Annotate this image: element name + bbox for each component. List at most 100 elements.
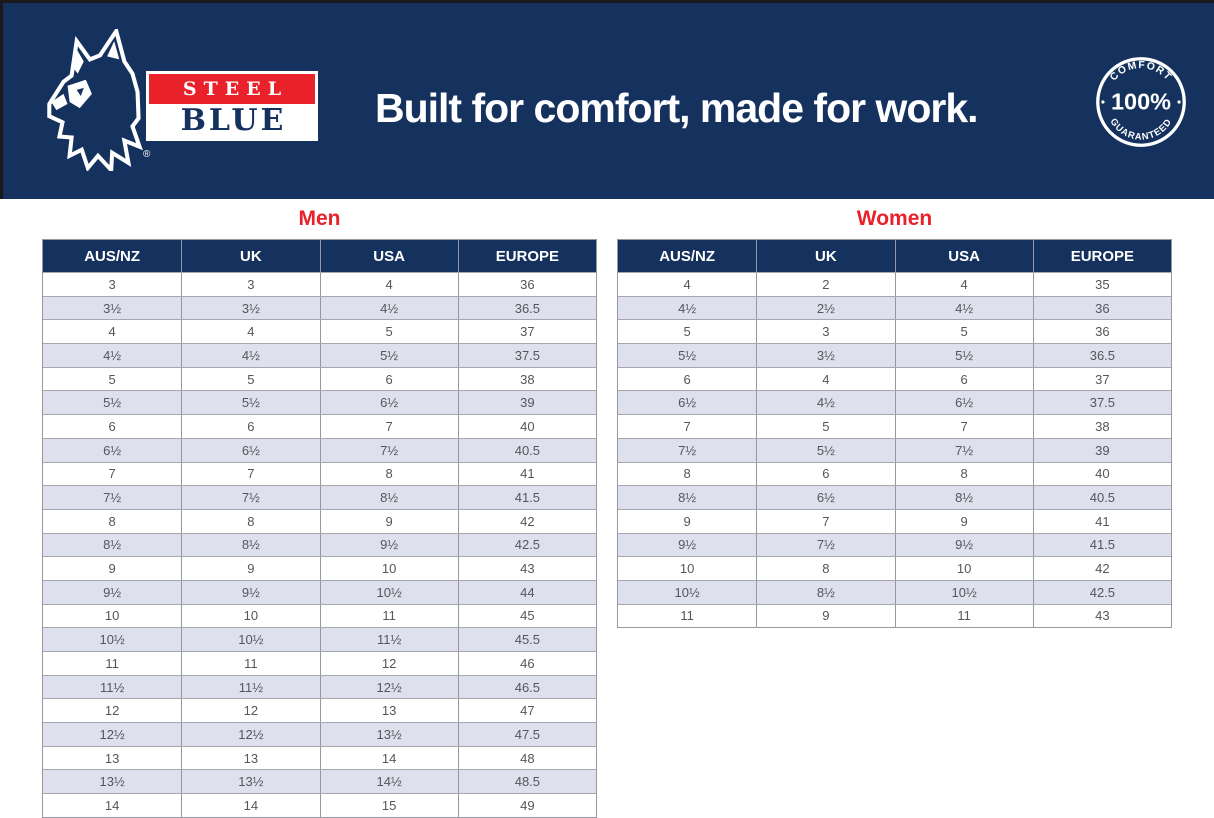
size-cell: 3½ [103,300,122,316]
size-cell: 9½ [894,533,1033,557]
table-row: 5 3 5 36 [618,319,1171,344]
size-cell: 11½ [99,679,125,695]
size-cell: 9½ [181,580,319,604]
men-size-table: AUS/NZ UK USA EUROPE 3 3 4 36 3½ 3½ 4½ 36.5 4 4 5 37 4½ 4… [42,239,597,818]
size-cell: 8 [683,466,691,482]
size-cell: 10½ [319,580,458,604]
size-cell: 6 [894,367,1033,391]
size-cell: 12 [181,699,319,723]
size-cell: 10½ [99,632,125,648]
size-cell: 41.5 [457,486,596,509]
size-cell: 6 [756,462,894,486]
size-cell: 4½ [181,344,319,367]
table-row: 12½ 12½ 13½ 47.5 [43,722,596,746]
size-cell: 35 [1032,273,1171,296]
table-row: 4½ 4½ 5½ 37.5 [43,343,596,367]
size-cell: 7 [756,509,894,533]
size-cell: 5½ [181,391,319,415]
size-cell: 13 [104,750,120,766]
size-cell: 10 [319,557,458,580]
table-row: 4 4 5 37 [43,319,596,344]
size-cell: 12 [104,703,120,719]
table-row: 5½ 5½ 6½ 39 [43,390,596,415]
logo-wordmark: STEEL BLUE [146,71,318,141]
size-cell: 6 [108,418,116,434]
size-cell: 8½ [103,537,122,553]
column-header: EUROPE [457,240,596,272]
table-row: 6 6 7 40 [43,414,596,438]
size-cell: 8½ [894,486,1033,509]
size-cell: 3 [756,320,894,344]
table-row: 9½ 9½ 10½ 44 [43,579,596,604]
table-row: 4 2 4 35 [618,272,1171,296]
size-cell: 4 [894,273,1033,296]
table-row: 10½ 8½ 10½ 42.5 [618,579,1171,604]
size-cell: 11 [680,608,694,624]
size-cell: 46.5 [457,675,596,699]
table-row: 6½ 6½ 7½ 40.5 [43,437,596,462]
women-table-title: Women [856,207,933,230]
size-cell: 11 [319,604,458,628]
size-cell: 4 [319,273,458,296]
size-cell: 44 [457,580,596,604]
table-row: 5½ 3½ 5½ 36.5 [618,343,1171,367]
size-cell: 5½ [319,344,458,367]
tagline: Built for comfort, made for work. [375,85,979,131]
column-header: AUS/NZ [84,247,141,265]
column-header: UK [756,240,894,272]
size-cell: 9½ [319,533,458,557]
size-cell: 8 [108,513,116,529]
size-cell: 11 [894,604,1033,628]
size-cell: 43 [1032,604,1171,628]
size-cell: 47 [457,699,596,723]
size-cell: 9½ [678,537,697,553]
size-cell: 39 [457,391,596,415]
size-cell: 47.5 [457,723,596,746]
registered-trademark-symbol: ® [143,149,151,160]
header-banner: STEEL BLUE ® Built for comfort, made for… [0,0,1214,199]
table-header-row: AUS/NZ UK USA EUROPE [43,240,596,272]
size-cell: 8 [181,509,319,533]
size-cell: 8 [756,557,894,580]
table-header-row: AUS/NZ UK USA EUROPE [618,240,1171,272]
size-cell: 40 [457,415,596,438]
size-cell: 14 [104,797,120,813]
size-cell: 7 [108,466,116,482]
size-cell: 5 [108,371,116,387]
size-cell: 4½ [894,296,1033,320]
size-cell: 14 [319,746,458,770]
size-cell: 14½ [319,770,458,794]
column-header: USA [319,240,458,272]
column-header: EUROPE [1032,240,1171,272]
size-cell: 41 [457,462,596,486]
size-cell: 5½ [103,395,122,411]
size-cell: 12 [319,652,458,675]
size-cell: 9 [108,561,116,577]
size-cell: 9½ [103,584,122,600]
size-cell: 10 [181,604,319,628]
size-cell: 6½ [894,391,1033,415]
table-row: 4½ 2½ 4½ 36 [618,295,1171,320]
size-cell: 36 [457,273,596,296]
size-cell: 7 [894,415,1033,438]
table-row: 6 4 6 37 [618,366,1171,391]
table-row: 11½ 11½ 12½ 46.5 [43,674,596,699]
size-cell: 11½ [319,628,458,651]
size-cell: 10 [104,608,120,624]
size-cell: 6½ [319,391,458,415]
badge-center-text: 100% [1111,89,1171,115]
size-cell: 12½ [99,726,125,742]
logo-blue-text: BLUE [149,104,315,138]
size-cell: 37.5 [457,344,596,367]
size-cell: 45 [457,604,596,628]
size-cell: 6 [181,415,319,438]
dog-head-icon [47,29,143,171]
table-row: 7 5 7 38 [618,414,1171,438]
size-cell: 41 [1032,509,1171,533]
size-cell: 13 [181,746,319,770]
size-cell: 36 [1032,296,1171,320]
size-cell: 7½ [181,486,319,509]
size-cell: 4 [181,320,319,344]
size-cell: 3½ [181,296,319,320]
size-cell: 36.5 [457,296,596,320]
